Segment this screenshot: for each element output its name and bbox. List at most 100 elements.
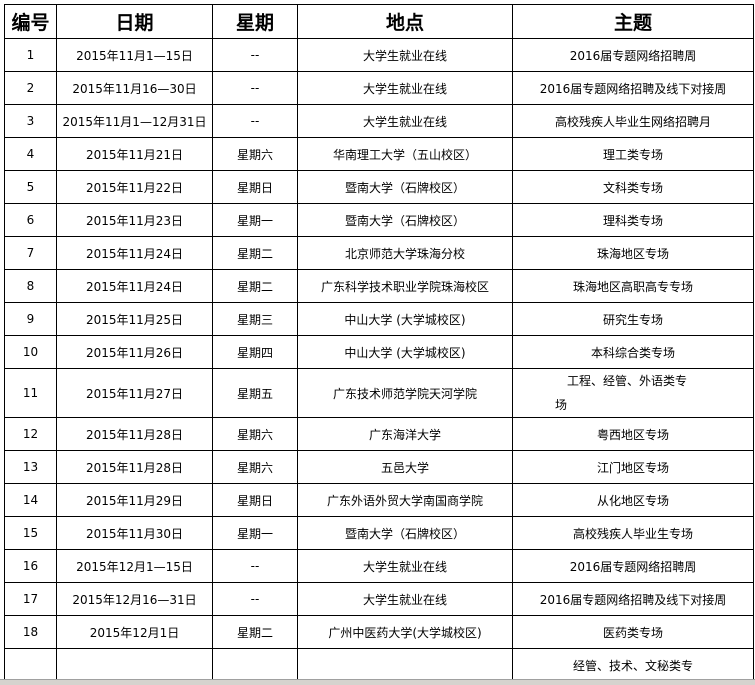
- cell-date: 2015年11月26日: [56, 335, 213, 369]
- cell-theme: 珠海地区高职高专专场: [512, 269, 754, 303]
- cell-theme: 理工类专场: [512, 137, 754, 171]
- cell-date: 2015年12月1—15日: [56, 549, 213, 583]
- table-row: 15 2015年11月30日 星期一 暨南大学（石牌校区） 高校残疾人毕业生专场: [4, 516, 754, 550]
- cell-weekday: [212, 648, 298, 682]
- cell-weekday: 星期二: [212, 615, 298, 649]
- cell-theme: 江门地区专场: [512, 450, 754, 484]
- cell-theme: 高校残疾人毕业生专场: [512, 516, 754, 550]
- table-row: 13 2015年11月28日 星期六 五邑大学 江门地区专场: [4, 450, 754, 484]
- cell-date: 2015年11月1—15日: [56, 38, 213, 72]
- cell-date: 2015年11月29日: [56, 483, 213, 517]
- cell-theme: 经管、技术、文秘类专: [512, 648, 754, 682]
- cell-number: 1: [4, 38, 57, 72]
- header-location: 地点: [297, 4, 513, 39]
- schedule-table: 编号 日期 星期 地点 主题 1 2015年11月1—15日 -- 大学生就业在线 20…: [4, 4, 754, 682]
- cell-date: 2015年11月24日: [56, 269, 213, 303]
- cell-date: [56, 648, 213, 682]
- cell-date: 2015年11月25日: [56, 302, 213, 336]
- cell-location: 北京师范大学珠海分校: [297, 236, 513, 270]
- cell-number: 15: [4, 516, 57, 550]
- table-row: 3 2015年11月1—12月31日 -- 大学生就业在线 高校残疾人毕业生网络招聘月: [4, 104, 754, 138]
- cell-number: 18: [4, 615, 57, 649]
- cell-theme: 珠海地区专场: [512, 236, 754, 270]
- cell-number: 5: [4, 170, 57, 204]
- cell-weekday: 星期日: [212, 483, 298, 517]
- horizontal-scrollbar[interactable]: [0, 679, 755, 685]
- table-row: 9 2015年11月25日 星期三 中山大学 (大学城校区) 研究生专场: [4, 302, 754, 336]
- cell-date: 2015年12月16—31日: [56, 582, 213, 616]
- cell-location: 五邑大学: [297, 450, 513, 484]
- cell-number: 3: [4, 104, 57, 138]
- theme-text: 工程、经管、外语类专场: [555, 374, 688, 412]
- table-row: 2 2015年11月16—30日 -- 大学生就业在线 2016届专题网络招聘及线下对接…: [4, 71, 754, 105]
- cell-location: 中山大学 (大学城校区): [297, 302, 513, 336]
- cell-number: 14: [4, 483, 57, 517]
- cell-location: 大学生就业在线: [297, 38, 513, 72]
- cell-theme: 2016届专题网络招聘及线下对接周: [512, 582, 754, 616]
- table-row: 4 2015年11月21日 星期六 华南理工大学（五山校区） 理工类专场: [4, 137, 754, 171]
- header-weekday: 星期: [212, 4, 298, 39]
- header-number: 编号: [4, 4, 57, 39]
- cell-number: 7: [4, 236, 57, 270]
- cell-theme: 2016届专题网络招聘及线下对接周: [512, 71, 754, 105]
- cell-weekday: --: [212, 38, 298, 72]
- cell-number: 4: [4, 137, 57, 171]
- cell-number: 11: [4, 368, 57, 418]
- cell-weekday: --: [212, 104, 298, 138]
- cell-number: [4, 648, 57, 682]
- cell-number: 10: [4, 335, 57, 369]
- header-theme: 主题: [512, 4, 754, 39]
- cell-date: 2015年11月1—12月31日: [56, 104, 213, 138]
- cell-theme: 从化地区专场: [512, 483, 754, 517]
- cell-number: 8: [4, 269, 57, 303]
- table-row: 5 2015年11月22日 星期日 暨南大学（石牌校区） 文科类专场: [4, 170, 754, 204]
- table-row: 16 2015年12月1—15日 -- 大学生就业在线 2016届专题网络招聘周: [4, 549, 754, 583]
- table-row: 6 2015年11月23日 星期一 暨南大学（石牌校区） 理科类专场: [4, 203, 754, 237]
- cell-theme: 2016届专题网络招聘周: [512, 38, 754, 72]
- cell-location: 华南理工大学（五山校区）: [297, 137, 513, 171]
- cell-weekday: --: [212, 71, 298, 105]
- header-row: 编号 日期 星期 地点 主题: [4, 4, 754, 39]
- cell-location: [297, 648, 513, 682]
- cell-theme: 研究生专场: [512, 302, 754, 336]
- cell-date: 2015年11月23日: [56, 203, 213, 237]
- cell-date: 2015年11月28日: [56, 417, 213, 451]
- cell-theme: 2016届专题网络招聘周: [512, 549, 754, 583]
- cell-number: 6: [4, 203, 57, 237]
- cell-number: 13: [4, 450, 57, 484]
- cell-number: 12: [4, 417, 57, 451]
- cell-weekday: 星期一: [212, 203, 298, 237]
- cell-weekday: 星期四: [212, 335, 298, 369]
- cell-date: 2015年12月1日: [56, 615, 213, 649]
- cell-theme: 工程、经管、外语类专场: [512, 368, 754, 418]
- table-row: 12 2015年11月28日 星期六 广东海洋大学 粤西地区专场: [4, 417, 754, 451]
- cell-date: 2015年11月24日: [56, 236, 213, 270]
- cell-location: 广州中医药大学(大学城校区): [297, 615, 513, 649]
- cell-date: 2015年11月27日: [56, 368, 213, 418]
- cell-location: 广东外语外贸大学南国商学院: [297, 483, 513, 517]
- cell-date: 2015年11月30日: [56, 516, 213, 550]
- cell-location: 大学生就业在线: [297, 71, 513, 105]
- cell-number: 2: [4, 71, 57, 105]
- cell-theme: 文科类专场: [512, 170, 754, 204]
- cell-date: 2015年11月21日: [56, 137, 213, 171]
- cell-weekday: 星期六: [212, 137, 298, 171]
- cell-location: 大学生就业在线: [297, 549, 513, 583]
- table-row: 14 2015年11月29日 星期日 广东外语外贸大学南国商学院 从化地区专场: [4, 483, 754, 517]
- table-row: 经管、技术、文秘类专: [4, 648, 754, 682]
- cell-location: 暨南大学（石牌校区）: [297, 516, 513, 550]
- cell-location: 暨南大学（石牌校区）: [297, 170, 513, 204]
- cell-number: 9: [4, 302, 57, 336]
- cell-location: 广东科学技术职业学院珠海校区: [297, 269, 513, 303]
- cell-weekday: 星期六: [212, 417, 298, 451]
- cell-number: 16: [4, 549, 57, 583]
- cell-theme: 本科综合类专场: [512, 335, 754, 369]
- cell-weekday: 星期一: [212, 516, 298, 550]
- cell-date: 2015年11月16—30日: [56, 71, 213, 105]
- cell-weekday: 星期日: [212, 170, 298, 204]
- cell-weekday: --: [212, 582, 298, 616]
- cell-weekday: 星期二: [212, 236, 298, 270]
- cell-theme: 高校残疾人毕业生网络招聘月: [512, 104, 754, 138]
- cell-weekday: 星期三: [212, 302, 298, 336]
- cell-date: 2015年11月22日: [56, 170, 213, 204]
